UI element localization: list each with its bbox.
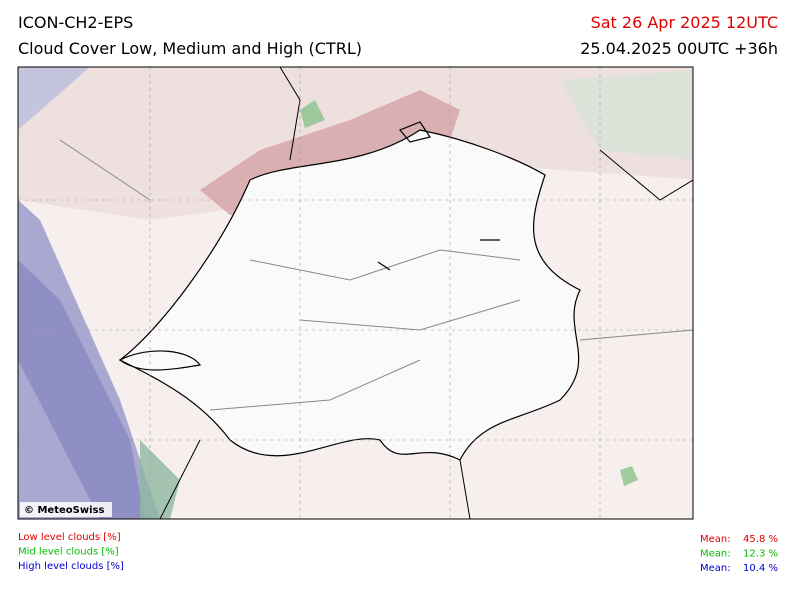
mean-label: Mean: xyxy=(700,563,731,574)
legend-label: High level clouds [%] xyxy=(18,561,124,572)
legend-label: Mid level clouds [%] xyxy=(18,547,119,558)
legend-label: Low level clouds [%] xyxy=(18,532,121,543)
valid-time: Sat 26 Apr 2025 12UTC xyxy=(591,13,778,32)
mean-value: 10.4 % xyxy=(743,563,778,574)
mean-label: Mean: xyxy=(700,534,731,545)
mean-label: Mean: xyxy=(700,549,731,560)
mean-value: 12.3 % xyxy=(743,549,778,560)
copyright: © MeteoSwiss xyxy=(24,505,104,516)
mean-value: 45.8 % xyxy=(743,534,778,545)
legend: Low level clouds [%] Mean: 45.8 % Mid level… xyxy=(18,532,778,574)
run-time: 25.04.2025 00UTC +36h xyxy=(580,39,778,58)
model-name: ICON-CH2-EPS xyxy=(18,13,133,32)
map-title: Cloud Cover Low, Medium and High (CTRL) xyxy=(18,39,362,58)
map: © MeteoSwiss xyxy=(17,66,694,520)
